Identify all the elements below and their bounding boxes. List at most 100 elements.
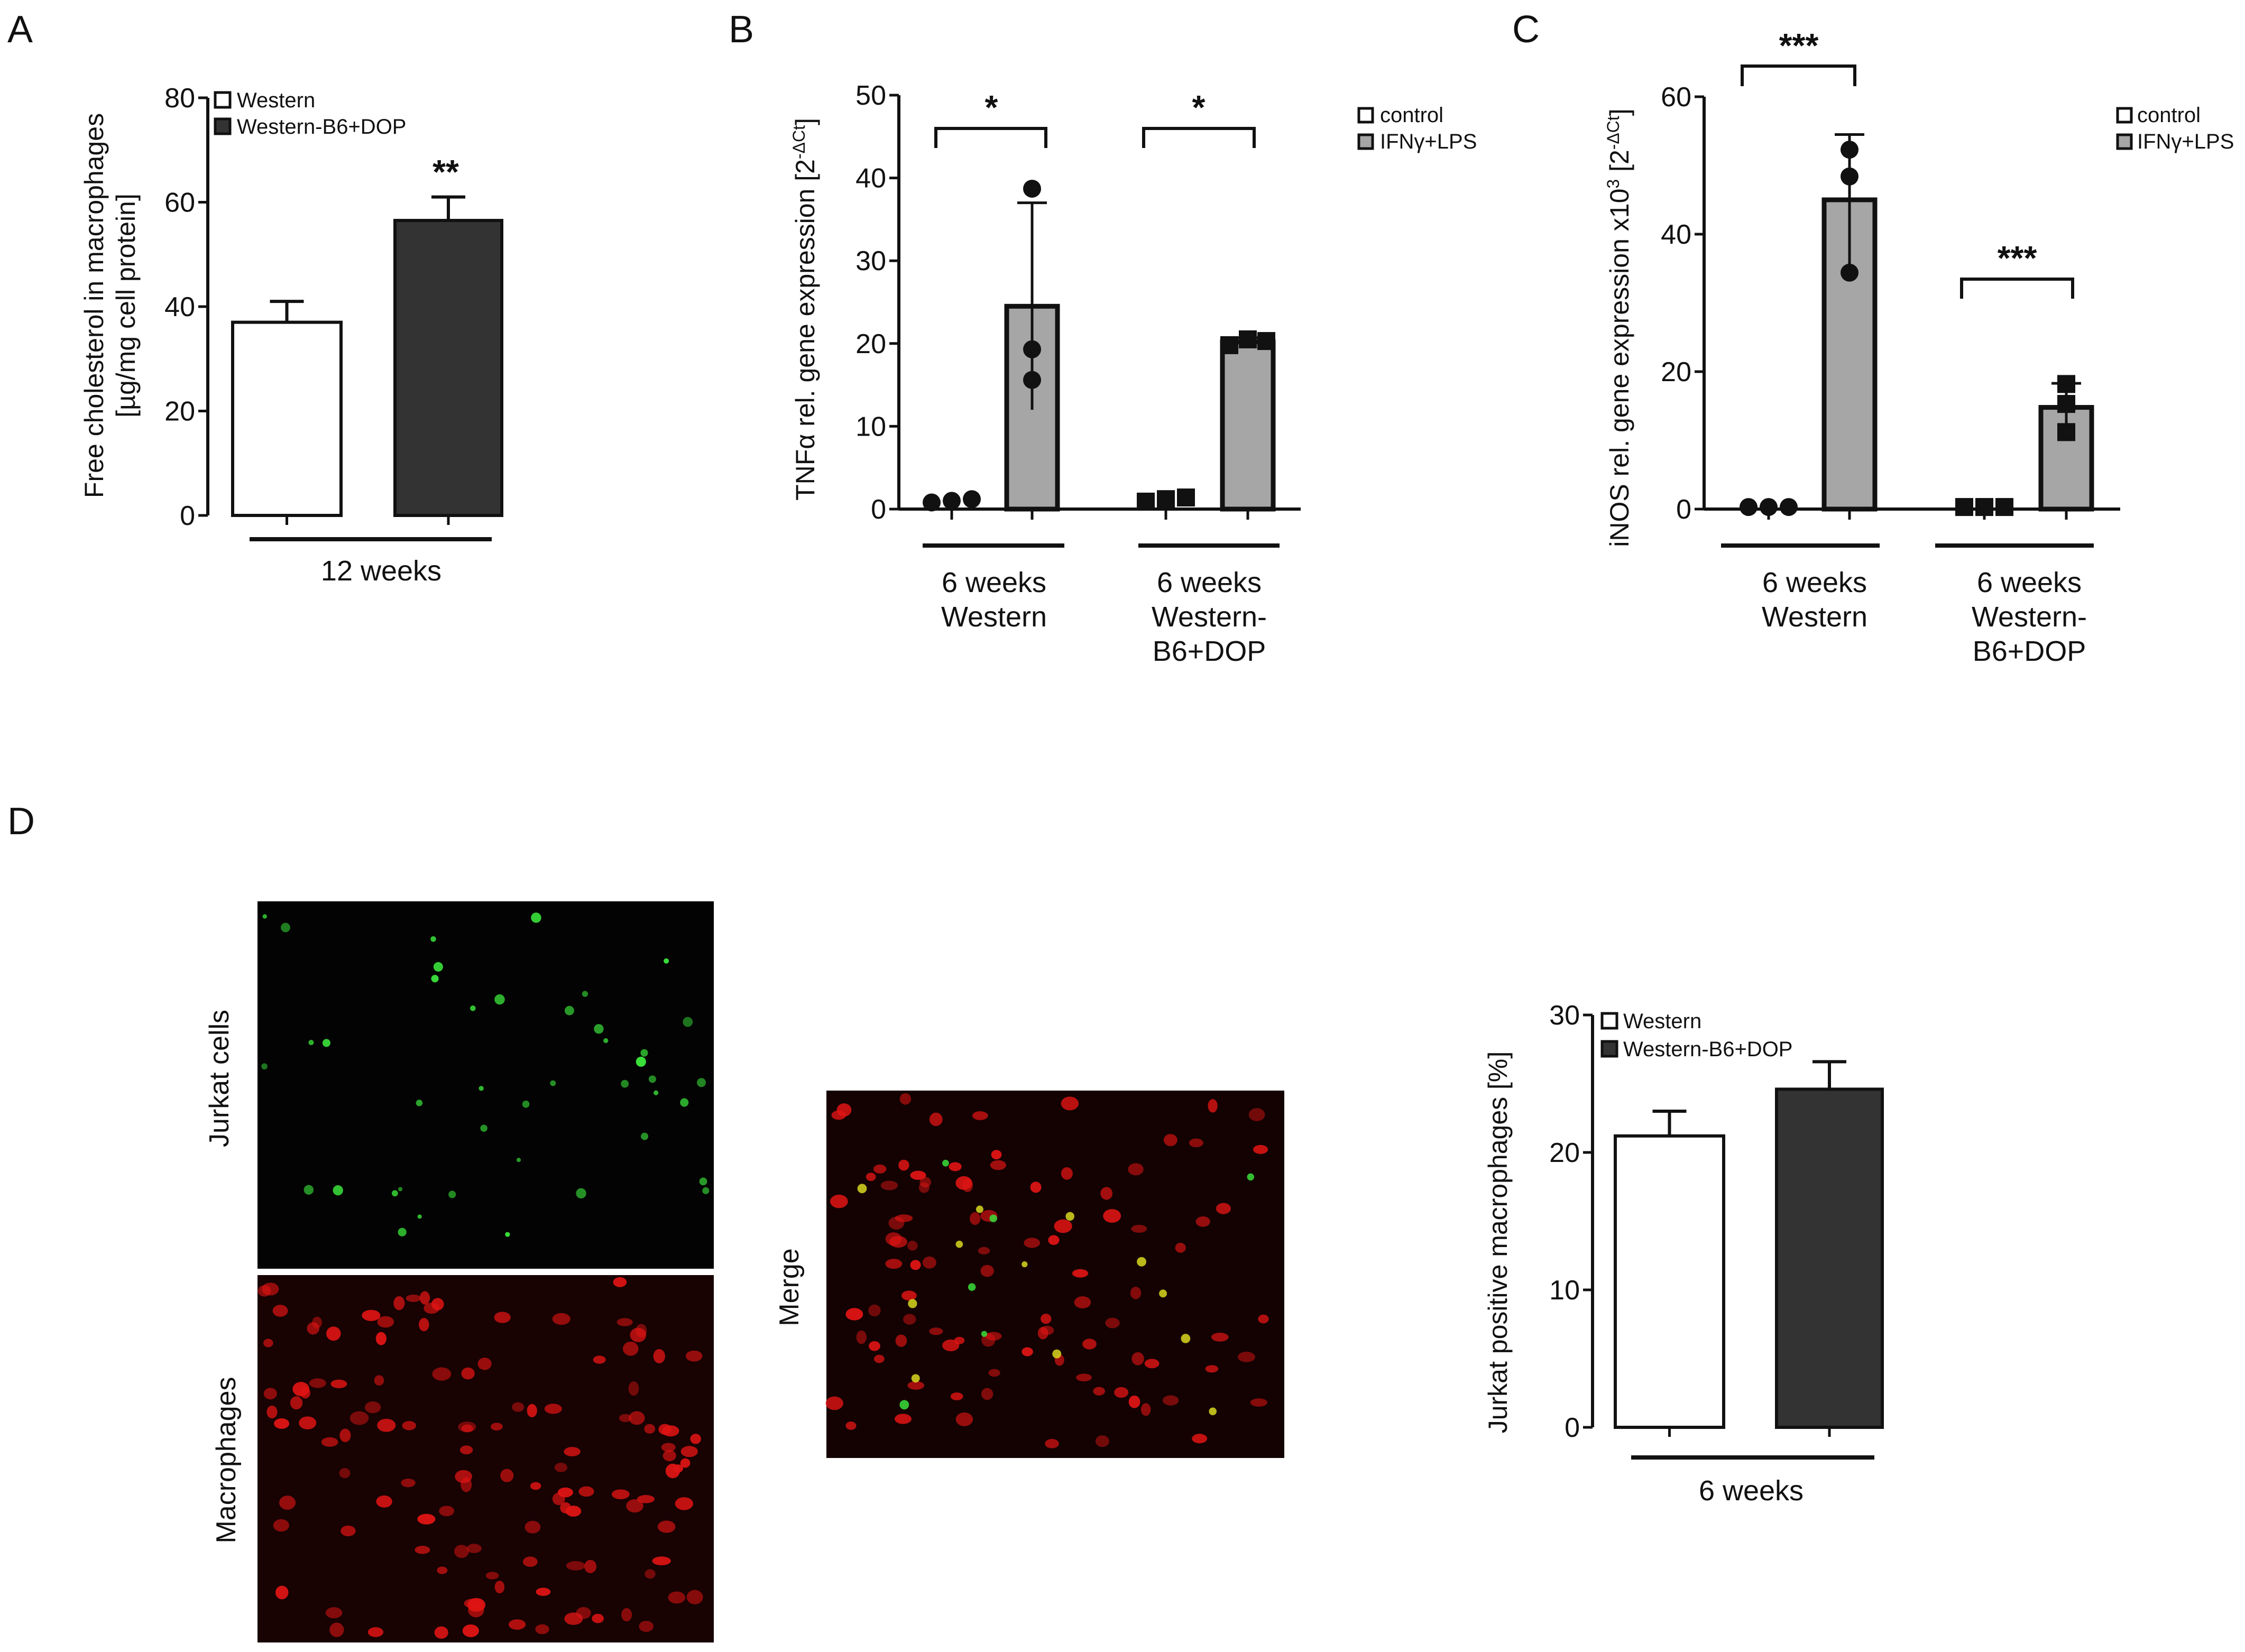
macrophage-cell-spot bbox=[364, 1401, 381, 1414]
jurkat-cell-spot bbox=[641, 1132, 649, 1140]
macrophage-cell-spot bbox=[626, 1499, 643, 1513]
jurkat-cell-spot bbox=[696, 1078, 706, 1087]
panel-b-sig-bracket-2 bbox=[1142, 127, 1256, 148]
jurkat-cell-spot bbox=[333, 1185, 343, 1196]
jurkat-cell-spot bbox=[621, 1079, 629, 1088]
panel-c-data-point bbox=[2057, 423, 2075, 441]
macrophage-cell-spot bbox=[630, 1327, 647, 1342]
merge-cell-spot bbox=[922, 1256, 936, 1269]
panel-a-y-tick-label: 40 bbox=[164, 292, 195, 322]
jurkat-cell-spot bbox=[680, 1098, 689, 1107]
macrophage-cell-spot bbox=[552, 1313, 571, 1325]
macrophage-cell-spot bbox=[536, 1588, 551, 1596]
jurkat-cell-spot bbox=[654, 1090, 659, 1095]
merge-colocalized-spot bbox=[899, 1400, 909, 1410]
macrophage-cell-spot bbox=[668, 1591, 686, 1604]
merge-cell-spot bbox=[1024, 1238, 1041, 1248]
panel-d-bar-2 bbox=[1775, 1087, 1884, 1429]
macrophage-cell-spot bbox=[530, 1482, 541, 1490]
macrophage-cell-spot bbox=[657, 1520, 676, 1533]
panel-d-y-tick-label: 10 bbox=[1549, 1275, 1580, 1306]
merge-cell-spot bbox=[869, 1341, 880, 1351]
macrophage-cell-spot bbox=[415, 1546, 430, 1554]
panel-letter-c: C bbox=[1512, 8, 1540, 51]
panel-a-ylabel-line2: [µg/mg cell protein] bbox=[111, 193, 141, 417]
macrophage-cell-spot bbox=[494, 1581, 505, 1594]
macrophage-cell-spot bbox=[491, 1423, 503, 1431]
merge-cell-spot bbox=[1195, 1216, 1210, 1227]
label-merge: Merge bbox=[774, 1248, 805, 1326]
macrophage-cell-spot bbox=[459, 1445, 473, 1455]
merge-cell-spot bbox=[1140, 1403, 1151, 1416]
legend-swatch-western bbox=[214, 91, 232, 109]
macrophage-cell-spot bbox=[477, 1358, 492, 1370]
merge-cell-spot bbox=[1022, 1347, 1033, 1356]
panel-b-data-point bbox=[1023, 179, 1041, 198]
jurkat-cell-spot bbox=[479, 1086, 484, 1091]
label-macrophages: Macrophages bbox=[211, 1377, 242, 1543]
merge-cell-spot bbox=[929, 1112, 943, 1127]
merge-cell-spot bbox=[895, 1214, 913, 1222]
macrophage-cell-spot bbox=[367, 1627, 384, 1637]
panel-c-chart: 0 20 40 60 bbox=[1661, 82, 2120, 525]
macrophage-cell-spot bbox=[393, 1296, 405, 1310]
panel-b-data-point bbox=[1220, 336, 1238, 354]
merge-cell-spot bbox=[1093, 1387, 1105, 1396]
merge-cell-spot bbox=[1103, 1209, 1121, 1223]
merge-signals bbox=[825, 1093, 1269, 1448]
jurkat-cell-spot bbox=[448, 1190, 456, 1198]
macrophage-cell-spot bbox=[339, 1428, 351, 1442]
panel-b-sig-star-2: * bbox=[1192, 88, 1206, 126]
panel-a-y-tick-label: 0 bbox=[180, 501, 195, 531]
merge-cell-spot bbox=[1105, 1317, 1120, 1328]
panel-c-group2-line2: Western- bbox=[1972, 601, 2087, 633]
panel-a-significance: ** bbox=[433, 153, 459, 191]
legend-label-western-d: Western bbox=[1623, 1010, 1701, 1033]
macrophage-cell-spot bbox=[522, 1556, 538, 1567]
macrophage-cell-spot bbox=[593, 1355, 606, 1364]
jurkat-cell-spot bbox=[398, 1187, 403, 1192]
merge-cell-spot bbox=[1048, 1235, 1060, 1245]
merge-colocalized-spot bbox=[1247, 1173, 1254, 1181]
merge-cell-spot bbox=[1216, 1203, 1231, 1214]
panel-d-group-label: 6 weeks bbox=[1699, 1475, 1804, 1507]
merge-colocalized-spot bbox=[911, 1374, 920, 1383]
macrophage-cell-spot bbox=[330, 1379, 347, 1389]
legend-label-western-dop-d: Western-B6+DOP bbox=[1623, 1038, 1793, 1061]
macrophage-cell-spot bbox=[663, 1450, 676, 1462]
panel-c-data-point bbox=[1841, 263, 1858, 282]
jurkat-cell-spot bbox=[564, 1005, 574, 1016]
panel-b-y-tick-label: 10 bbox=[855, 411, 886, 442]
panel-c-sig-bracket-1 bbox=[1741, 64, 1856, 86]
macrophage-cell-spot bbox=[454, 1545, 469, 1558]
macrophage-cell-spot bbox=[639, 1620, 654, 1632]
macrophage-cell-spot bbox=[362, 1309, 381, 1321]
merge-colocalized-spot bbox=[1181, 1334, 1191, 1343]
panel-b-ylabel: TNFα rel. gene expression [2-ΔCt] bbox=[789, 118, 820, 501]
panel-c-sig-star-2: *** bbox=[1998, 239, 2037, 277]
macrophage-cell-spot bbox=[466, 1544, 482, 1553]
panel-b-group2-line2: Western- bbox=[1152, 601, 1267, 633]
merge-cell-spot bbox=[1250, 1398, 1268, 1407]
macrophage-cell-spot bbox=[658, 1424, 671, 1435]
merge-cell-spot bbox=[894, 1414, 912, 1424]
merge-cell-spot bbox=[866, 1173, 876, 1182]
merge-cell-spot bbox=[1040, 1325, 1054, 1335]
panel-d-y-tick-label: 0 bbox=[1565, 1413, 1580, 1443]
panel-letter-b: B bbox=[729, 8, 754, 51]
macrophage-cell-spot bbox=[377, 1316, 394, 1328]
macrophage-cell-spot bbox=[494, 1312, 511, 1323]
panel-c-ylabel: iNOS rel. gene expression x103 [2-ΔCt] bbox=[1604, 108, 1634, 547]
panel-letter-d: D bbox=[7, 800, 35, 843]
panel-b-y-tick-label: 30 bbox=[855, 246, 886, 276]
jurkat-cell-spot bbox=[480, 1124, 487, 1132]
jurkat-green-signals bbox=[261, 912, 710, 1237]
merge-cell-spot bbox=[1100, 1187, 1113, 1200]
panel-b-bar-ifnlps-2 bbox=[1220, 339, 1276, 512]
macrophage-cell-spot bbox=[508, 1619, 526, 1630]
label-jurkat-cells: Jurkat cells bbox=[204, 1010, 235, 1147]
merge-cell-spot bbox=[970, 1212, 981, 1225]
merge-cell-spot bbox=[907, 1241, 918, 1251]
panel-c-data-point bbox=[1740, 498, 1758, 516]
macrophage-cell-spot bbox=[266, 1405, 278, 1419]
